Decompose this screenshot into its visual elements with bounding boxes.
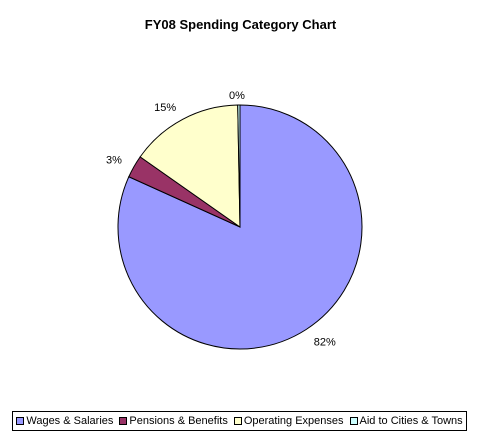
chart-title: FY08 Spending Category Chart — [144, 17, 337, 32]
legend-item: Wages & Salaries — [16, 415, 113, 427]
legend: Wages & Salaries Pensions & Benefits Opera… — [12, 411, 467, 431]
legend-label: Pensions & Benefits — [129, 415, 228, 427]
slice-label-aid-to-cities-towns: 0% — [229, 90, 245, 102]
legend-label: Wages & Salaries — [26, 415, 114, 427]
legend-swatch — [349, 417, 358, 425]
legend-item: Operating Expenses — [233, 415, 344, 427]
pie-slice-aid-to-cities-towns — [237, 104, 241, 228]
slice-label-wages-salaries: 82% — [314, 336, 336, 348]
slice-label-pensions-benefits: 3% — [106, 155, 122, 167]
legend-item: Aid to Cities & Towns — [349, 415, 463, 427]
pie-chart: 82% 3% 15% 0% — [106, 90, 363, 350]
legend-swatch — [119, 417, 128, 425]
pie-slice-operating-expenses — [139, 104, 241, 228]
slice-label-operating-expenses: 15% — [154, 102, 176, 114]
legend-label: Operating Expenses — [243, 415, 344, 427]
legend-swatch — [233, 417, 242, 425]
legend-label: Aid to Cities & Towns — [359, 415, 463, 427]
legend-item: Pensions & Benefits — [119, 415, 228, 427]
legend-swatch — [16, 417, 25, 425]
